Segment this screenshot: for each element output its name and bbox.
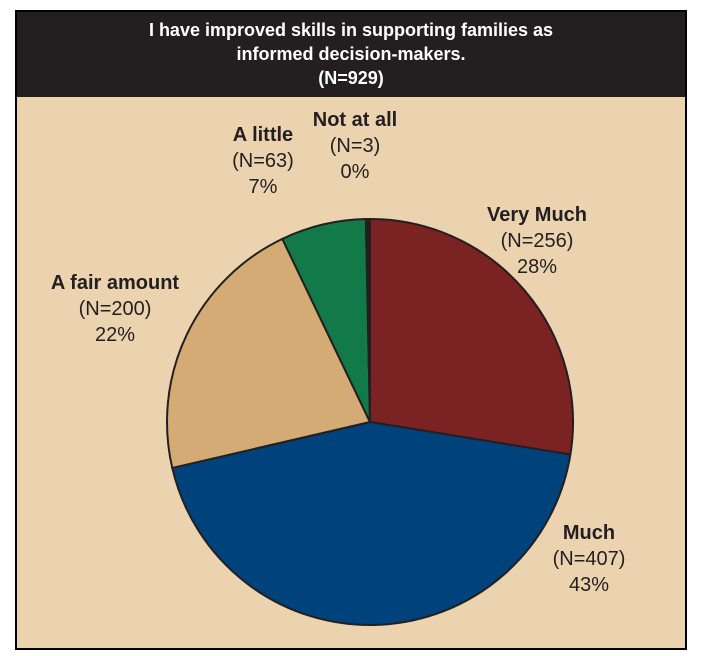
slice-name-very-much: Very Much [486,204,588,226]
slice-label-a-little: A little (N=63) 7% [232,122,294,200]
slice-percent-very-much: 28% [516,256,558,278]
slice-percent-much: 43% [568,574,610,596]
slice-percent-not-at-all: 0% [340,161,370,183]
chart-title-line-1: I have improved skills in supporting fam… [148,20,554,40]
pie-chart [166,218,574,626]
slice-percent-a-little: 7% [248,176,278,198]
chart-title-line-3: (N=929) [318,68,384,88]
pie-slice-much [171,421,572,626]
slice-count-very-much: (N=256) [500,230,574,252]
slice-name-not-at-all: Not at all [312,109,398,131]
slice-label-not-at-all: Not at all (N=3) 0% [313,107,397,185]
slice-count-a-fair-amount: (N=200) [78,298,152,320]
chart-title: I have improved skills in supporting fam… [17,12,685,97]
slice-label-much: Much (N=407) 43% [553,520,626,598]
slice-label-a-fair-amount: A fair amount (N=200) 22% [51,270,179,348]
chart-title-line-2: informed decision-makers. [236,44,466,64]
pie-slice-very-much [369,218,574,456]
chart-frame: I have improved skills in supporting fam… [15,10,687,650]
slice-name-much: Much [562,522,616,544]
slice-count-a-little: (N=63) [232,150,294,172]
slice-name-a-little: A little [232,124,294,146]
slice-count-much: (N=407) [552,548,626,570]
pie-slice-not-at-all [364,218,371,423]
slice-percent-a-fair-amount: 22% [94,324,136,346]
pie-slice-a-fair-amount [166,237,371,469]
slice-count-not-at-all: (N=3) [329,135,381,157]
slice-label-very-much: Very Much (N=256) 28% [487,202,587,280]
slice-name-a-fair-amount: A fair amount [50,272,180,294]
